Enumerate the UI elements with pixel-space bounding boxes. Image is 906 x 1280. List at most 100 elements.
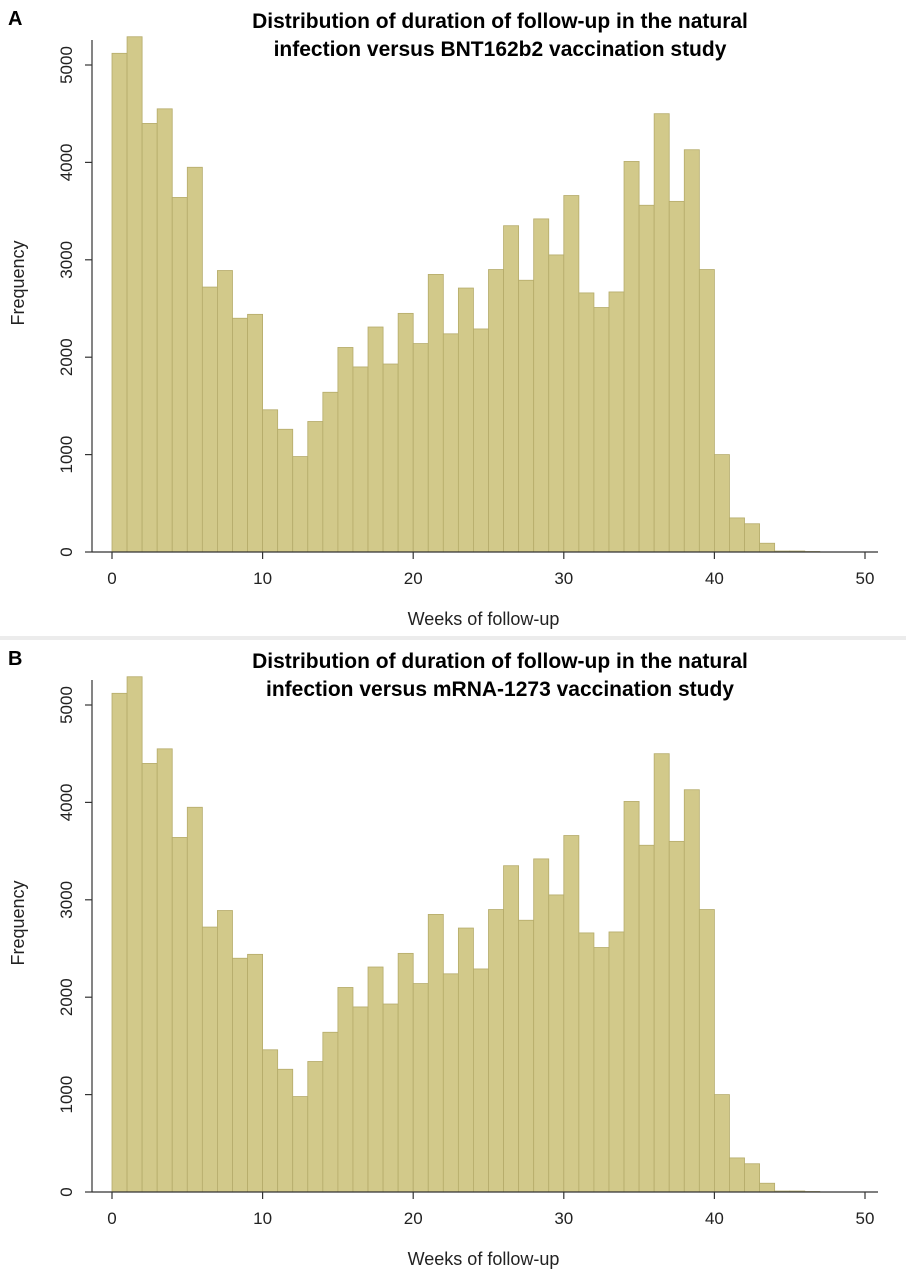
y-tick-label: 0 [57, 1187, 76, 1196]
histogram-bar [322, 1031, 339, 1193]
histogram-bar [668, 200, 685, 553]
x-tick-label: 40 [705, 569, 724, 588]
histogram-bar [488, 909, 504, 1193]
histogram-bar [668, 840, 685, 1193]
histogram-bar [503, 225, 520, 553]
histogram-bar [201, 926, 218, 1193]
chart-title-line2: infection versus mRNA-1273 vaccination s… [266, 678, 734, 701]
histogram-bar [503, 865, 520, 1193]
x-axis-title: Weeks of follow-up [408, 1249, 560, 1269]
histogram-bar [608, 931, 625, 1193]
histogram-plot: 0 10 20 30 40 50 Weeks of follow-up 0 1000 2000 30… [8, 676, 878, 1269]
x-tick-label: 20 [404, 1209, 423, 1228]
histogram-bar [533, 218, 550, 553]
histogram-bar [337, 347, 354, 553]
histogram-bar [277, 1068, 294, 1193]
histogram-bar [473, 328, 489, 553]
panel-letter: A [8, 8, 23, 30]
chart-title-line1: Distribution of duration of follow-up in… [252, 650, 748, 673]
histogram-bar [578, 932, 595, 1193]
histogram-bar [352, 366, 369, 553]
histogram-bar [186, 166, 203, 553]
y-tick-label: 3000 [57, 881, 76, 919]
histogram-bar [638, 204, 655, 553]
histogram-bar [442, 333, 459, 553]
histogram-bar [488, 269, 504, 553]
histogram-bar [382, 363, 399, 553]
histogram-bar [412, 343, 429, 553]
histogram-bar [729, 1157, 745, 1193]
chart-title-line1: Distribution of duration of follow-up in… [252, 10, 748, 33]
histogram-bar [337, 987, 354, 1193]
histogram-bar [201, 286, 218, 553]
histogram-bar [593, 307, 610, 553]
panel-divider [0, 636, 906, 640]
histogram-bar [382, 1003, 399, 1193]
histogram-bar [247, 313, 263, 553]
histogram-bar [744, 523, 760, 553]
histogram-bar [262, 409, 279, 553]
histogram-bar [397, 312, 414, 553]
histogram-bar [714, 454, 730, 553]
y-tick-label: 2000 [57, 338, 76, 376]
histogram-plot: 0 10 20 30 40 50 Weeks of follow-up 0 1000 2000 30… [8, 36, 878, 629]
y-tick-label: 1000 [57, 436, 76, 474]
histogram-bar [277, 428, 294, 553]
x-tick-label: 10 [253, 569, 272, 588]
histogram-bar [412, 983, 429, 1193]
histogram-bar [563, 195, 580, 553]
histogram-bar [307, 421, 324, 553]
bars [111, 36, 821, 553]
histogram-bar [232, 957, 248, 1193]
x-tick-label: 50 [856, 1209, 875, 1228]
histogram-bar [367, 966, 384, 1193]
histogram-bar [729, 517, 745, 553]
histogram-bar [578, 292, 595, 553]
x-tick-label: 40 [705, 1209, 724, 1228]
histogram-bar [714, 1094, 730, 1193]
histogram-bar [653, 113, 670, 553]
y-axis-title: Frequency [8, 240, 28, 325]
histogram-bar [457, 287, 474, 553]
histogram-bar [563, 835, 580, 1193]
histogram-bar [744, 1163, 760, 1193]
histogram-bar [759, 542, 776, 553]
histogram-bar [608, 291, 625, 553]
histogram-bar [352, 1006, 369, 1193]
y-tick-label: 5000 [57, 46, 76, 84]
histogram-bar [442, 973, 459, 1193]
histogram-bar [322, 391, 339, 553]
histogram-bar [292, 1096, 309, 1193]
x-tick-label: 20 [404, 569, 423, 588]
histogram-bar [247, 953, 263, 1193]
histogram-bar [698, 269, 715, 553]
panel-letter: B [8, 648, 23, 670]
histogram-bar [759, 1182, 776, 1193]
histogram-bar [126, 36, 143, 553]
histogram-bar [111, 692, 128, 1193]
histogram-bar [683, 149, 700, 553]
x-tick-label: 10 [253, 1209, 272, 1228]
histogram-bar [473, 968, 489, 1193]
chart-title-line2: infection versus BNT162b2 vaccination st… [273, 38, 727, 61]
histogram-bar [232, 317, 248, 553]
histogram-bar [397, 952, 414, 1193]
x-tick-label: 50 [856, 569, 875, 588]
histogram-bar [186, 806, 203, 1193]
panel-a: A Distribution of duration of follow-up … [0, 0, 906, 638]
histogram-bar [653, 753, 670, 1193]
histogram-bar [217, 910, 233, 1193]
x-tick-label: 30 [554, 1209, 573, 1228]
x-tick-label: 0 [107, 569, 116, 588]
x-axis-title: Weeks of follow-up [408, 609, 560, 629]
histogram-bar [623, 161, 640, 553]
histogram-bar [623, 801, 640, 1193]
x-tick-label: 30 [554, 569, 573, 588]
histogram-bar [262, 1049, 279, 1193]
histogram-bar [548, 254, 565, 553]
histogram-bar [126, 676, 143, 1193]
histogram-bar [427, 274, 444, 553]
histogram-bar [141, 763, 158, 1193]
x-tick-label: 0 [107, 1209, 116, 1228]
y-tick-label: 0 [57, 547, 76, 556]
